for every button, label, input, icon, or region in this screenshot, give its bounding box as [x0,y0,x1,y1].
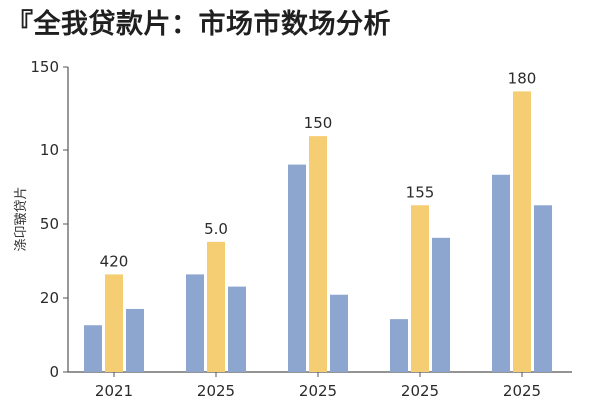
bar [207,241,225,372]
x-tick-label: 2025 [503,382,541,400]
bar [228,286,246,372]
data-label: 155 [406,183,435,201]
y-tick-label: 10 [40,141,59,159]
data-label: 150 [304,114,333,132]
data-label: 180 [508,69,537,87]
bar [84,325,102,372]
bar [288,164,306,372]
bar [390,319,408,372]
data-label: 420 [100,252,129,270]
x-tick-label: 2025 [401,382,439,400]
x-tick-label: 2025 [197,382,235,400]
bar [309,136,327,372]
bar [411,205,429,372]
y-tick-label: 20 [40,289,59,307]
bar [126,308,144,372]
x-tick-label: 2021 [95,382,133,400]
y-tick-label: 0 [49,363,59,381]
bar [330,294,348,372]
bar [534,205,552,372]
bar [432,237,450,372]
bar [513,91,531,373]
x-tick-label: 2025 [299,382,337,400]
bar [186,274,204,372]
y-tick-label: 50 [40,215,59,233]
bar [105,274,123,372]
bar [492,174,510,372]
data-label: 5.0 [204,220,228,238]
chart-title: 『全我贷款片：市场市数场分析 [6,9,391,40]
y-axis-label: 涤卬皲贷片 [13,186,29,251]
y-tick-label: 150 [30,58,59,76]
